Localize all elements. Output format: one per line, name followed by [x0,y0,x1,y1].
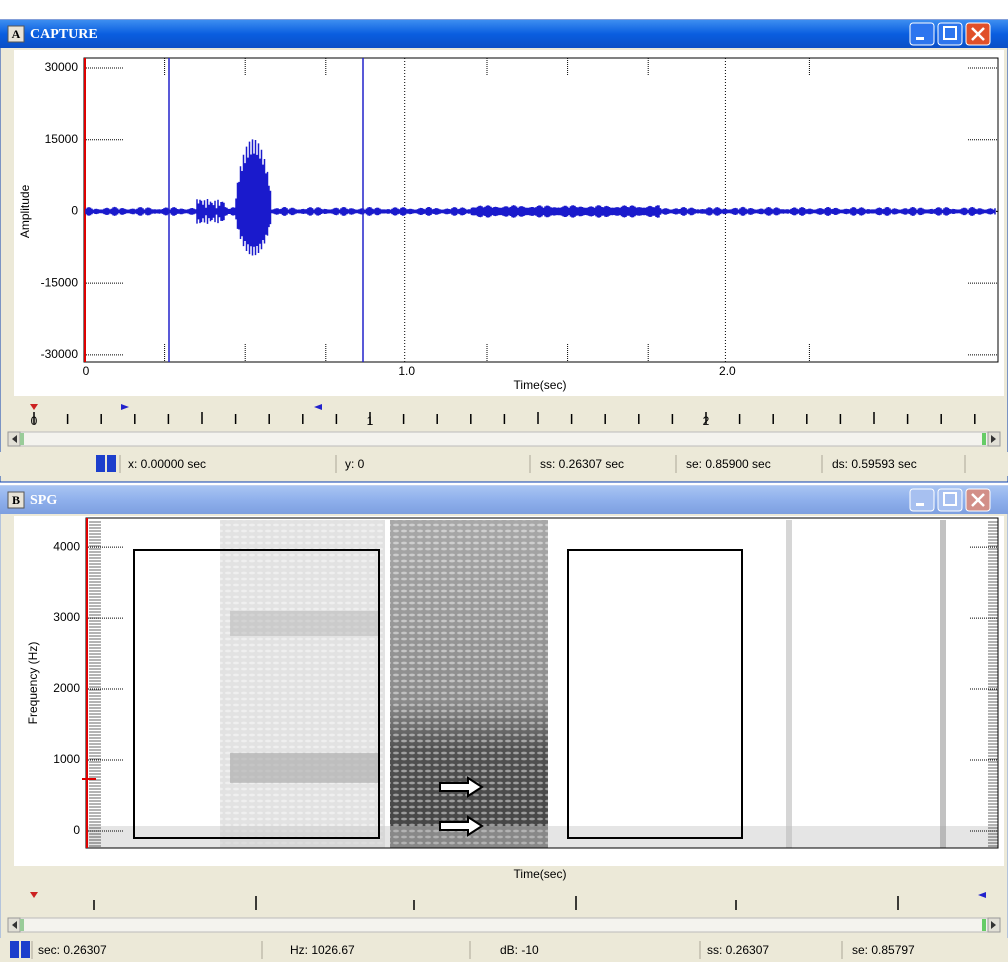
status-field: se: 0.85900 sec [686,457,771,471]
x-axis-label: Time(sec) [514,867,567,881]
window-title: SPG [30,493,57,508]
spectro-band [230,753,380,783]
status-field: se: 0.85797 [852,943,915,957]
minimize-button[interactable] [910,489,934,511]
status-field: ss: 0.26307 sec [540,457,624,471]
status-field: Hz: 1026.67 [290,943,355,957]
status-field: y: 0 [345,457,365,471]
status-field: sec: 0.26307 [38,943,107,957]
x-axis-label: Time(sec) [514,378,567,392]
plot-area [14,50,1004,396]
y-axis-label: Frequency (Hz) [26,642,40,725]
minimize-glyph [916,503,924,506]
y-tick-label: 15000 [45,132,79,146]
y-tick-label: -15000 [41,275,79,289]
window-title: CAPTURE [30,27,98,42]
minimize-glyph [916,37,924,40]
x-tick-label: 2.0 [719,364,736,378]
ruler [8,886,1000,916]
spectro-band [230,611,380,636]
spectro-dark [390,520,548,848]
scroll-thumb[interactable] [982,919,986,931]
y-tick-label: 0 [73,823,80,837]
title-bar [0,20,1008,48]
spectro-light [220,520,385,848]
ruler-label: 1 [367,414,374,428]
x-tick-label: 0 [83,364,90,378]
y-tick-label: 3000 [53,610,80,624]
title-bar [0,486,1008,514]
y-tick-label: 1000 [53,752,80,766]
status-field: dB: -10 [500,943,539,957]
y-tick-label: -30000 [41,347,79,361]
y-tick-label: 30000 [45,60,79,74]
status-field: ss: 0.26307 [707,943,769,957]
spectro-streak [786,520,792,848]
y-tick-label: 0 [71,204,78,218]
y-tick-label: 2000 [53,681,80,695]
status-icon [107,455,116,472]
y-axis-label: Amplitude [18,184,32,238]
status-field: x: 0.00000 sec [128,457,206,471]
ruler-label: 2 [703,414,710,428]
status-icon [96,455,105,472]
scrollbar[interactable] [8,918,1000,932]
status-icon [10,941,19,958]
scroll-thumb[interactable] [982,433,986,445]
y-tick-label: 4000 [53,539,80,553]
minimize-button[interactable] [910,23,934,45]
window-letter: A [12,27,21,41]
x-tick-label: 1.0 [398,364,415,378]
scrollbar[interactable] [8,432,1000,446]
spectro-streak [940,520,946,848]
screen: ACAPTURE30000150000-15000-3000001.02.0Am… [0,0,1008,962]
status-field: ds: 0.59593 sec [832,457,917,471]
status-icon [21,941,30,958]
scroll-thumb[interactable] [20,919,24,931]
scroll-thumb[interactable] [20,433,24,445]
ruler-label: 0 [31,414,38,428]
window-letter: B [12,493,20,507]
